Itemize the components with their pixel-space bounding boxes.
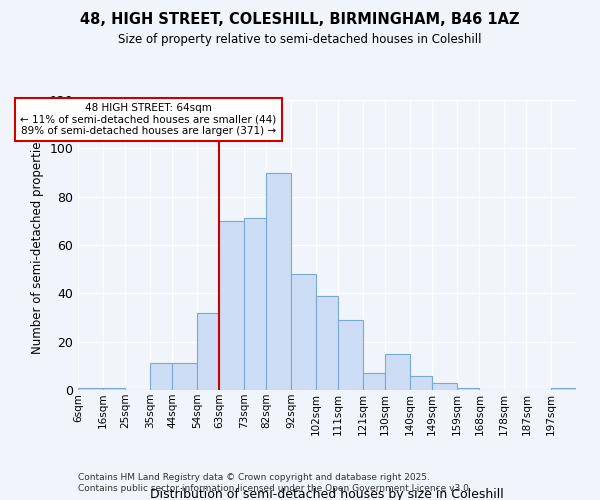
Bar [385, 354, 410, 390]
Text: Contains public sector information licensed under the Open Government Licence v3: Contains public sector information licen… [78, 484, 472, 493]
Bar [150, 364, 172, 390]
Text: 48, HIGH STREET, COLESHILL, BIRMINGHAM, B46 1AZ: 48, HIGH STREET, COLESHILL, BIRMINGHAM, … [80, 12, 520, 28]
Bar [266, 172, 291, 390]
Bar [551, 388, 576, 390]
X-axis label: Distribution of semi-detached houses by size in Coleshill: Distribution of semi-detached houses by … [150, 488, 504, 500]
Bar [432, 383, 457, 390]
Bar [244, 218, 266, 390]
Text: Size of property relative to semi-detached houses in Coleshill: Size of property relative to semi-detach… [118, 32, 482, 46]
Bar [291, 274, 316, 390]
Bar [103, 388, 125, 390]
Bar [78, 388, 103, 390]
Bar [338, 320, 363, 390]
Y-axis label: Number of semi-detached properties: Number of semi-detached properties [31, 136, 44, 354]
Text: 48 HIGH STREET: 64sqm
← 11% of semi-detached houses are smaller (44)
89% of semi: 48 HIGH STREET: 64sqm ← 11% of semi-deta… [20, 103, 277, 136]
Text: Contains HM Land Registry data © Crown copyright and database right 2025.: Contains HM Land Registry data © Crown c… [78, 472, 430, 482]
Bar [457, 388, 479, 390]
Bar [197, 312, 219, 390]
Bar [172, 364, 197, 390]
Bar [410, 376, 432, 390]
Bar [363, 373, 385, 390]
Bar [219, 221, 244, 390]
Bar [316, 296, 338, 390]
